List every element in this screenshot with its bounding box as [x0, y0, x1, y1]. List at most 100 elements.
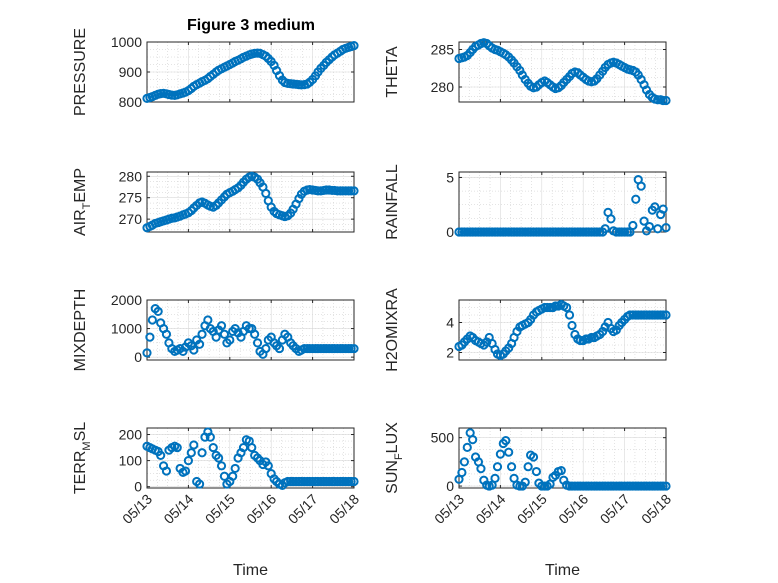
rainfall-point	[562, 227, 572, 237]
mixdepth-point	[308, 343, 318, 354]
subplot-rainfall: 05	[446, 169, 671, 240]
h2omixra-ytick-label: 4	[446, 315, 454, 331]
sunflux-point	[462, 442, 472, 452]
terrmsl-point	[194, 479, 205, 489]
terrmsl-point	[283, 476, 293, 487]
rainfall-point	[559, 227, 569, 237]
theta-axes-outline	[458, 41, 667, 103]
sunflux-point	[567, 481, 577, 491]
sunflux-point	[495, 449, 505, 459]
mixdepth-point	[316, 343, 326, 354]
theta-ytick-label: 285	[431, 42, 455, 58]
sunflux-point	[537, 481, 547, 491]
airtemp-point	[341, 186, 351, 196]
sunflux-point	[578, 481, 588, 491]
terrmsl-point	[349, 476, 359, 487]
sunflux-point	[592, 481, 602, 491]
terrmsl-point	[338, 476, 348, 487]
h2omixra-axes-outline	[458, 299, 667, 361]
h2omixra-point	[650, 310, 660, 320]
mixdepth-ytick-label: 0	[134, 349, 142, 365]
mixdepth-point	[161, 329, 172, 339]
terrmsl-axes-outline	[146, 427, 355, 489]
h2omixra-point	[641, 310, 652, 320]
sunflux-point	[457, 467, 467, 478]
rainfall-point	[628, 220, 638, 231]
rainfall-point	[550, 227, 561, 237]
rainfall-point	[520, 227, 530, 237]
sunflux-point	[556, 465, 566, 476]
terrmsl-xtick-label: 05/16	[243, 491, 279, 527]
sunflux-point	[658, 481, 668, 491]
terrmsl-xtick-label: 05/18	[326, 491, 362, 527]
h2omixra-point	[545, 302, 555, 313]
rainfall-point	[509, 227, 519, 237]
terrmsl-point	[183, 456, 193, 466]
terrmsl-point	[156, 450, 166, 460]
subplot-h2omixra: 24	[446, 299, 671, 361]
sunflux-point	[476, 464, 486, 474]
h2omixra-point	[598, 326, 608, 337]
mixdepth-point	[194, 339, 205, 349]
rainfall-ylabel: RAINFALL	[384, 164, 401, 240]
subplot-terrmsl: 0 100 200 05/13 05/14 05/15 05/16 05/17 05/18 Tim…	[119, 427, 363, 579]
terrmsl-point	[172, 442, 182, 453]
rainfall-point	[504, 227, 514, 237]
terrmsl-point	[189, 440, 199, 450]
subplot-theta: 280 285	[431, 38, 671, 106]
terrmsl-point	[247, 442, 257, 453]
sunflux-axes-outline	[458, 427, 667, 489]
rainfall-point	[653, 224, 663, 234]
sunflux-point	[653, 481, 663, 491]
mixdepth-ytick-label: 1000	[111, 321, 142, 337]
mixdepth-point	[153, 306, 163, 317]
h2omixra-point	[644, 310, 655, 320]
sunflux-xtick-label: 05/15	[514, 491, 550, 527]
theta-point	[658, 95, 668, 106]
mixdepth-point	[346, 343, 356, 354]
sunflux-point	[583, 481, 594, 491]
terrmsl-point	[205, 432, 215, 442]
sunflux-point	[575, 481, 585, 491]
mixdepth-point	[147, 315, 157, 325]
sunflux-point	[459, 457, 469, 467]
rainfall-point	[501, 227, 511, 237]
rainfall-point	[495, 227, 505, 237]
terrmsl-ylabel: TERRMSL	[72, 422, 93, 494]
h2omixra-point	[490, 344, 500, 355]
terrmsl-point	[291, 476, 301, 487]
h2omixra-point	[542, 302, 552, 313]
rainfall-point	[606, 214, 616, 224]
terrmsl-point	[332, 476, 343, 487]
terrmsl-point	[186, 448, 196, 458]
subplot-airtemp: 270 275 280	[119, 168, 359, 233]
h2omixra-point	[625, 310, 635, 320]
rainfall-point	[658, 204, 668, 214]
mixdepth-point	[332, 343, 343, 354]
h2omixra-point	[567, 320, 577, 331]
sunflux-point	[504, 447, 514, 457]
figure-title: Figure 3 medium	[187, 17, 315, 34]
rainfall-point	[487, 227, 497, 237]
mixdepth-ytick-label: 2000	[111, 292, 142, 308]
terrmsl-point	[228, 471, 238, 481]
rainfall-point	[492, 227, 503, 237]
sunflux-point	[611, 481, 621, 491]
sunflux-ytick-label: 500	[431, 430, 455, 446]
subplot-sunflux: 0 500 05/13 05/14 05/15 05/16 05/17 05/18 Time	[431, 427, 674, 579]
h2omixra-point	[653, 310, 663, 320]
rainfall-point	[661, 223, 671, 233]
terrmsl-point	[299, 476, 309, 487]
terrmsl-ytick-label: 200	[119, 427, 143, 443]
subplot-mixdepth: 0 1000 2000	[111, 292, 359, 365]
theta-point	[653, 95, 663, 105]
sunflux-point	[492, 462, 503, 472]
airtemp-ytick-label: 275	[119, 190, 143, 206]
terrmsl-point	[161, 466, 172, 476]
mixdepth-point	[145, 332, 155, 342]
sunflux-point	[520, 477, 530, 487]
h2omixra-ytick-label: 2	[446, 345, 454, 361]
sunflux-point	[506, 462, 517, 472]
mixdepth-point	[274, 343, 285, 354]
rainfall-point	[636, 181, 646, 191]
